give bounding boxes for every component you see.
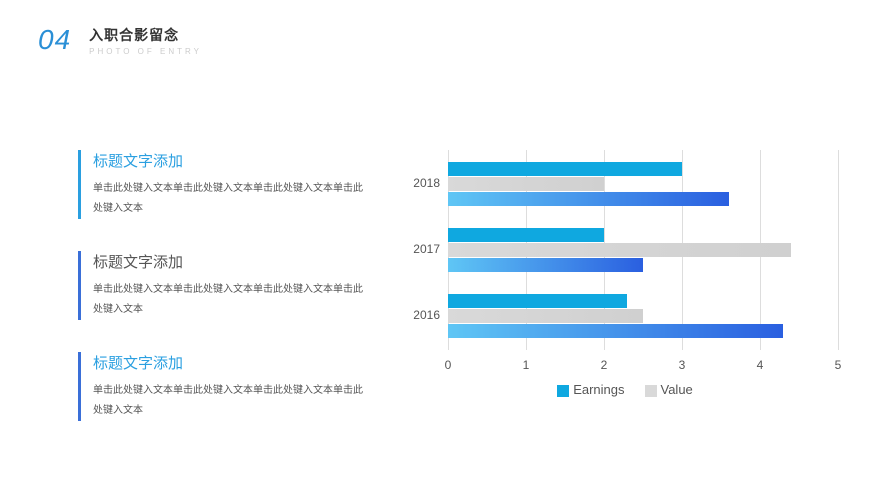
chart-legend: Earnings Value <box>400 382 850 397</box>
chart-y-label: 2017 <box>400 242 440 256</box>
chart-x-tick: 3 <box>679 358 686 372</box>
text-block-title: 标题文字添加 <box>93 251 368 272</box>
text-block-body: 单击此处键入文本单击此处键入文本单击此处键入文本单击此处键入文本 <box>93 381 368 421</box>
chart-bar <box>448 243 791 257</box>
text-block: 标题文字添加单击此处键入文本单击此处键入文本单击此处键入文本单击此处键入文本 <box>78 352 368 421</box>
slide-subtitle: PHOTO OF ENTRY <box>89 47 202 56</box>
legend-label: Earnings <box>573 382 624 397</box>
text-block: 标题文字添加单击此处键入文本单击此处键入文本单击此处键入文本单击此处键入文本 <box>78 150 368 219</box>
chart-bar <box>448 258 643 272</box>
chart-bar <box>448 228 604 242</box>
legend-item: Value <box>645 382 693 397</box>
legend-label: Value <box>661 382 693 397</box>
chart-bar <box>448 162 682 176</box>
text-block-title: 标题文字添加 <box>93 150 368 171</box>
chart-y-label: 2016 <box>400 308 440 322</box>
chart-x-tick: 0 <box>445 358 452 372</box>
slide-title-wrap: 入职合影留念 PHOTO OF ENTRY <box>89 25 202 56</box>
chart-bar <box>448 177 604 191</box>
bar-chart: 2018 2017 2016 0 1 2 3 4 5 Earnings Value <box>400 150 850 410</box>
legend-swatch <box>557 385 569 397</box>
left-text-column: 标题文字添加单击此处键入文本单击此处键入文本单击此处键入文本单击此处键入文本标题… <box>78 150 368 453</box>
slide-number: 04 <box>38 24 71 56</box>
chart-bar <box>448 294 627 308</box>
chart-y-label: 2018 <box>400 176 440 190</box>
legend-item: Earnings <box>557 382 624 397</box>
chart-x-tick: 2 <box>601 358 608 372</box>
legend-swatch <box>645 385 657 397</box>
text-block: 标题文字添加单击此处键入文本单击此处键入文本单击此处键入文本单击此处键入文本 <box>78 251 368 320</box>
slide-title: 入职合影留念 <box>89 25 202 45</box>
chart-x-tick: 1 <box>523 358 530 372</box>
chart-gridline <box>838 150 839 350</box>
chart-x-tick: 5 <box>835 358 842 372</box>
text-block-body: 单击此处键入文本单击此处键入文本单击此处键入文本单击此处键入文本 <box>93 179 368 219</box>
slide-header: 04 入职合影留念 PHOTO OF ENTRY <box>38 24 202 56</box>
text-block-title: 标题文字添加 <box>93 352 368 373</box>
chart-bar <box>448 192 729 206</box>
chart-bar <box>448 324 783 338</box>
text-block-body: 单击此处键入文本单击此处键入文本单击此处键入文本单击此处键入文本 <box>93 280 368 320</box>
chart-plot-area <box>448 150 838 350</box>
chart-x-tick: 4 <box>757 358 764 372</box>
chart-bar <box>448 309 643 323</box>
